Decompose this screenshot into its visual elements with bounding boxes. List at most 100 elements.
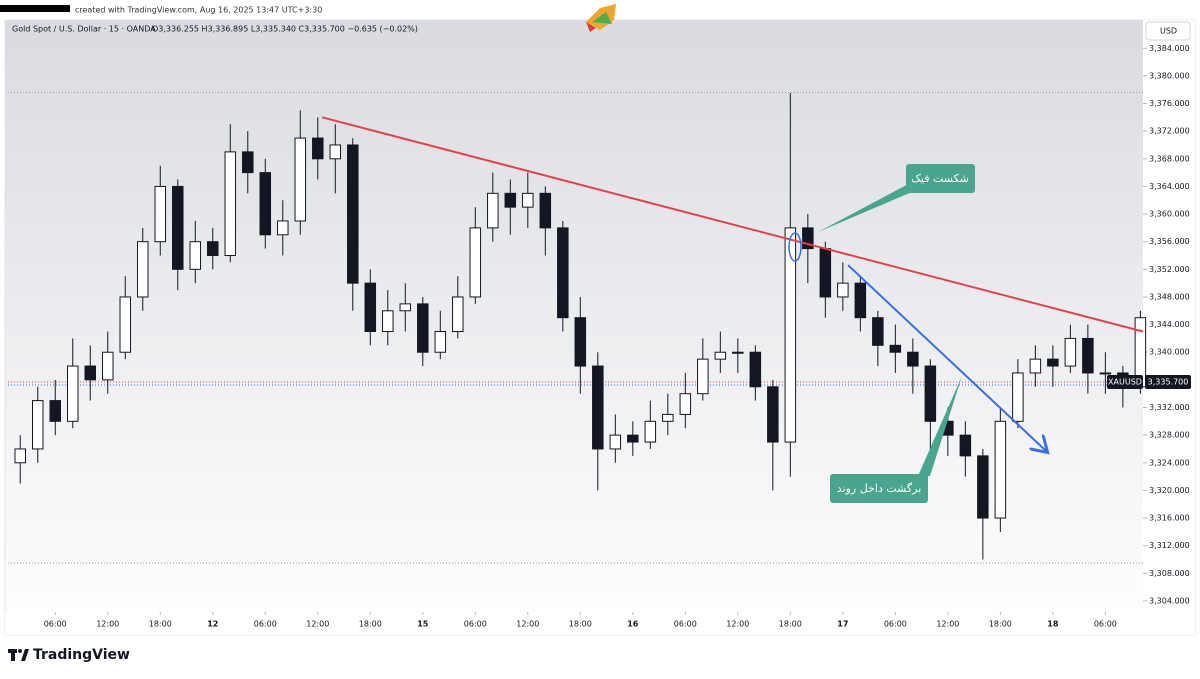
candle-body xyxy=(627,434,639,443)
candle-body xyxy=(872,317,884,346)
candle-body xyxy=(469,227,482,298)
y-tick-label: 3,320.000 xyxy=(1149,486,1190,495)
candle-body xyxy=(539,192,552,229)
chart-panel xyxy=(4,19,1196,636)
candle-body xyxy=(977,455,989,519)
callout-text: برگشت داخل روند xyxy=(837,482,922,495)
candle-body xyxy=(207,241,219,257)
y-tick-label: 3,364.000 xyxy=(1149,182,1190,191)
candle-body xyxy=(819,248,832,298)
currency: USD xyxy=(1160,27,1177,36)
candle-body xyxy=(399,303,412,312)
x-tick-label: 15 xyxy=(417,620,429,629)
candle-body xyxy=(84,365,97,381)
candle-body xyxy=(854,282,867,319)
candle-body xyxy=(224,151,237,257)
candle-body xyxy=(49,400,62,422)
candle-body xyxy=(714,351,727,360)
candle-body xyxy=(994,420,1007,519)
candle-body xyxy=(137,241,149,298)
candle-body xyxy=(67,365,79,422)
x-tick-label: 18:00 xyxy=(359,620,382,629)
candle-body xyxy=(1012,372,1024,422)
y-tick-label: 3,304.000 xyxy=(1149,596,1190,605)
candle-body xyxy=(924,365,937,422)
y-tick-label: 3,312.000 xyxy=(1149,541,1190,550)
y-tick-label: 3,324.000 xyxy=(1149,458,1190,467)
candle-body xyxy=(452,296,464,333)
candle-body xyxy=(907,351,919,367)
symbol-title: Gold Spot / U.S. Dollar · 15 · OANDA xyxy=(12,25,156,34)
candle-body xyxy=(644,420,657,443)
x-tick-label: 12:00 xyxy=(936,620,959,629)
candle-body xyxy=(837,282,849,298)
redaction xyxy=(0,5,70,12)
candle-body xyxy=(767,386,779,443)
x-tick-label: 06:00 xyxy=(674,620,697,629)
y-tick-label: 3,376.000 xyxy=(1149,99,1190,108)
candle-body xyxy=(1064,337,1077,367)
trendline xyxy=(321,116,1144,333)
x-tick-label: 18 xyxy=(1047,620,1059,629)
credit: created with TradingView.com, Aug 16, 20… xyxy=(75,6,322,15)
candle-body xyxy=(679,393,692,415)
callout-text: شکست فیک xyxy=(911,172,969,185)
y-tick-label: 3,332.000 xyxy=(1149,403,1190,412)
x-tick-label: 18:00 xyxy=(149,620,172,629)
callout-pointer xyxy=(918,376,962,476)
candle-body xyxy=(189,241,202,270)
candle-body xyxy=(697,358,709,395)
x-tick-label: 06:00 xyxy=(884,620,907,629)
y-tick-label: 3,316.000 xyxy=(1149,514,1190,523)
candle-body xyxy=(749,351,762,388)
footer-brand: TradingView xyxy=(33,647,130,663)
y-tick-label: 3,356.000 xyxy=(1149,237,1190,246)
y-tick-label: 3,360.000 xyxy=(1149,210,1190,219)
symbol-label: XAUUSD xyxy=(1108,377,1142,386)
x-tick-label: 17 xyxy=(837,620,848,629)
candle-body xyxy=(294,137,307,222)
candle-body xyxy=(1029,358,1042,374)
candle-body xyxy=(557,227,569,319)
price-label: 3,335.700 xyxy=(1148,377,1189,386)
candle-body xyxy=(312,137,324,160)
x-tick-label: 16 xyxy=(627,620,639,629)
candle-body xyxy=(32,400,44,450)
candle-body xyxy=(417,303,429,353)
candle-body xyxy=(609,434,622,450)
ohlc-legend: O3,336.255 H3,336.895 L3,335.340 C3,335.… xyxy=(152,25,418,34)
candle-body xyxy=(14,448,27,464)
candle-body xyxy=(1082,337,1094,374)
x-tick-label: 18:00 xyxy=(779,620,802,629)
y-tick-label: 3,372.000 xyxy=(1149,127,1190,136)
x-tick-label: 12:00 xyxy=(306,620,329,629)
candle-body xyxy=(574,317,587,367)
y-tick-label: 3,380.000 xyxy=(1149,71,1190,80)
currency-button[interactable] xyxy=(1145,21,1191,41)
candle-body xyxy=(347,144,359,284)
x-tick-label: 06:00 xyxy=(44,620,67,629)
candle-body xyxy=(172,185,184,270)
candle-body xyxy=(154,185,167,243)
symbol-tag xyxy=(1107,374,1143,389)
candle-body xyxy=(662,413,674,422)
tv-logo xyxy=(8,649,29,661)
candle-body xyxy=(732,351,744,354)
candle-body xyxy=(1099,372,1112,375)
x-tick-label: 12:00 xyxy=(726,620,749,629)
candle-body xyxy=(364,282,377,333)
logo xyxy=(586,4,616,32)
time-axis xyxy=(5,612,1143,635)
highlight-ellipse xyxy=(788,232,802,262)
candle-body xyxy=(802,227,814,250)
x-tick-label: 18:00 xyxy=(989,620,1012,629)
callout-box xyxy=(830,474,928,503)
callout-pointer xyxy=(818,182,912,232)
y-tick-label: 3,328.000 xyxy=(1149,431,1190,440)
candle-body xyxy=(102,351,114,381)
price-axis xyxy=(1143,20,1195,635)
y-tick-label: 3,352.000 xyxy=(1149,265,1190,274)
candle-body xyxy=(434,331,447,353)
x-tick-label: 12 xyxy=(207,620,218,629)
